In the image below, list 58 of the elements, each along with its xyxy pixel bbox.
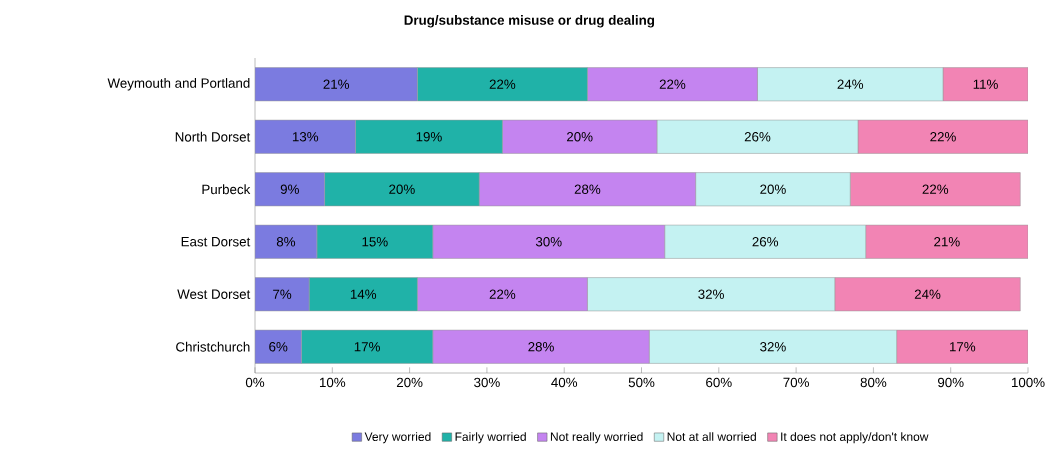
data-label: 20%	[566, 132, 593, 142]
data-label: 22%	[922, 184, 949, 194]
data-label: 28%	[528, 342, 554, 352]
x-tick-label: 20%	[396, 377, 423, 388]
x-tick-label: 0%	[245, 377, 265, 388]
data-label: 14%	[350, 289, 377, 299]
data-label: 22%	[489, 289, 516, 299]
x-tick-label: 40%	[551, 377, 578, 388]
data-label: 28%	[574, 184, 601, 194]
bar	[255, 67, 418, 102]
data-label: 11%	[973, 79, 998, 89]
data-label: 6%	[269, 342, 288, 352]
bar	[255, 224, 318, 259]
x-tick-label: 90%	[938, 377, 964, 388]
data-label: 22%	[930, 132, 956, 142]
data-label: 17%	[354, 342, 380, 352]
data-label: 24%	[837, 79, 864, 89]
y-tick-label: West Dorset	[177, 289, 251, 299]
y-tick-label: East Dorset	[181, 237, 251, 247]
data-label: 30%	[535, 237, 562, 247]
y-tick-label: North Dorset	[175, 131, 251, 142]
bar	[255, 119, 356, 154]
x-tick-label: 80%	[860, 377, 887, 388]
y-tick-label: Christchurch	[176, 341, 250, 352]
bar	[255, 277, 310, 312]
bar	[255, 172, 325, 207]
data-label: 32%	[698, 289, 724, 299]
legend-label: Fairly worried	[455, 432, 526, 444]
data-label: 19%	[416, 132, 442, 142]
x-tick-label: 60%	[706, 377, 732, 388]
legend-label: It does not apply/don't know	[781, 432, 929, 444]
data-label: 32%	[760, 342, 786, 352]
data-label: 7%	[273, 289, 292, 299]
data-label: 8%	[276, 237, 296, 247]
data-label: 13%	[292, 132, 319, 142]
legend-label: Very worried	[364, 432, 431, 444]
y-tick-label: Purbeck	[202, 184, 251, 195]
data-label: 22%	[489, 79, 516, 89]
y-tick-label: Weymouth and Portland	[107, 78, 250, 91]
x-tick-label: 70%	[783, 377, 809, 388]
data-label: 26%	[752, 237, 779, 247]
data-label: 15%	[362, 237, 388, 247]
x-tick-label: 100%	[1011, 377, 1045, 388]
legend-label: Not really worried	[550, 432, 643, 444]
data-label: 9%	[280, 184, 299, 194]
data-label: 26%	[744, 132, 771, 142]
data-label: 24%	[914, 289, 941, 299]
data-label: 20%	[760, 184, 786, 194]
x-tick-label: 50%	[628, 377, 655, 388]
x-tick-label: 10%	[319, 377, 346, 388]
legend-label: Not at all worried	[667, 432, 756, 441]
data-label: 22%	[659, 79, 686, 89]
data-label: 20%	[389, 184, 415, 194]
x-tick-label: 30%	[474, 377, 500, 388]
data-label: 21%	[934, 237, 960, 247]
data-label: 17%	[949, 342, 976, 352]
data-label: 21%	[323, 79, 350, 89]
chart-title: Drug/substance misuse or drug dealing	[404, 15, 655, 28]
